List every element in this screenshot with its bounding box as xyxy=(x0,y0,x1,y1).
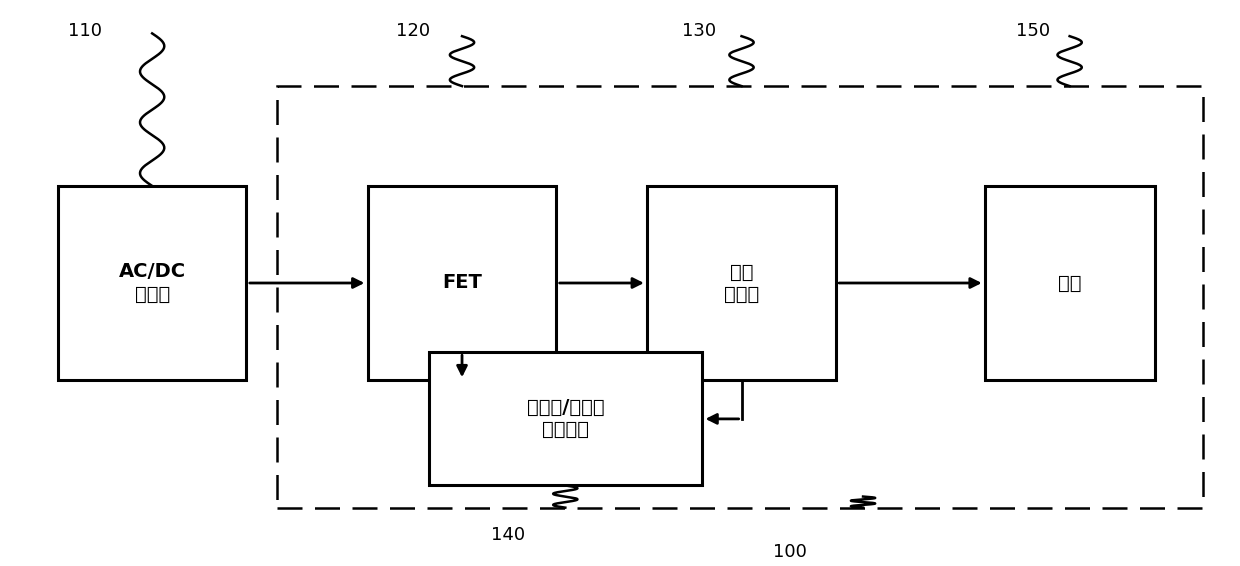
Bar xyxy=(985,186,1154,380)
Text: 130: 130 xyxy=(682,22,715,40)
Text: 120: 120 xyxy=(397,22,430,40)
Bar xyxy=(368,186,557,380)
Bar xyxy=(58,186,247,380)
Text: FET: FET xyxy=(443,273,482,293)
Text: 110: 110 xyxy=(68,22,103,40)
Text: 定电压/定电流
控制电路: 定电压/定电流 控制电路 xyxy=(527,398,604,439)
Text: 140: 140 xyxy=(491,526,526,544)
Bar xyxy=(429,352,702,486)
Text: AC/DC
适配器: AC/DC 适配器 xyxy=(119,263,186,303)
Bar xyxy=(278,86,1203,508)
Bar xyxy=(647,186,836,380)
Text: 150: 150 xyxy=(1016,22,1050,40)
Text: 电池: 电池 xyxy=(1058,273,1081,293)
Text: 100: 100 xyxy=(774,543,807,561)
Text: 测流
电阻器: 测流 电阻器 xyxy=(724,263,759,303)
